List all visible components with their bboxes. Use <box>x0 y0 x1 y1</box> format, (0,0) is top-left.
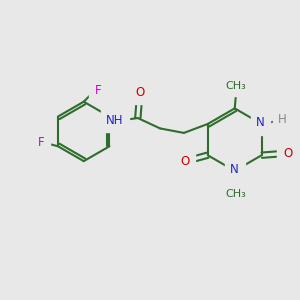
Text: O: O <box>283 147 292 160</box>
Text: CH₃: CH₃ <box>226 189 247 199</box>
Text: NH: NH <box>106 114 124 127</box>
Text: O: O <box>135 86 145 99</box>
Text: F: F <box>95 84 101 97</box>
Text: CH₃: CH₃ <box>226 80 247 91</box>
Text: H: H <box>278 113 287 126</box>
Text: N: N <box>230 163 239 176</box>
Text: O: O <box>180 154 189 168</box>
Text: N: N <box>256 116 265 129</box>
Text: F: F <box>38 136 44 149</box>
